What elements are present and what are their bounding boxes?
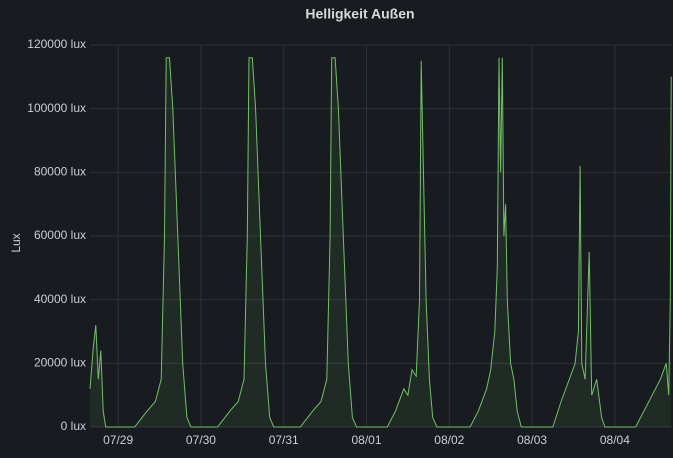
x-tick-label: 07/30 xyxy=(186,433,216,447)
x-tick-label: 07/31 xyxy=(269,433,299,447)
y-tick-label: 60000 lux xyxy=(34,228,86,242)
y-tick-label: 0 lux xyxy=(61,419,86,433)
x-tick-label: 07/29 xyxy=(103,433,133,447)
x-tick-label: 08/02 xyxy=(434,433,464,447)
y-tick-label: 120000 lux xyxy=(27,37,86,51)
y-tick-label: 40000 lux xyxy=(34,292,86,306)
data-line xyxy=(89,57,672,428)
chart-title: Helligkeit Außen xyxy=(305,6,414,22)
x-tick-label: 08/03 xyxy=(517,433,547,447)
y-axis-label: Lux xyxy=(9,233,23,252)
x-tick-label: 08/04 xyxy=(600,433,630,447)
x-tick-label: 08/01 xyxy=(351,433,381,447)
y-tick-label: 80000 lux xyxy=(34,165,86,179)
y-tick-label: 100000 lux xyxy=(27,101,86,115)
y-tick-label: 20000 lux xyxy=(34,356,86,370)
